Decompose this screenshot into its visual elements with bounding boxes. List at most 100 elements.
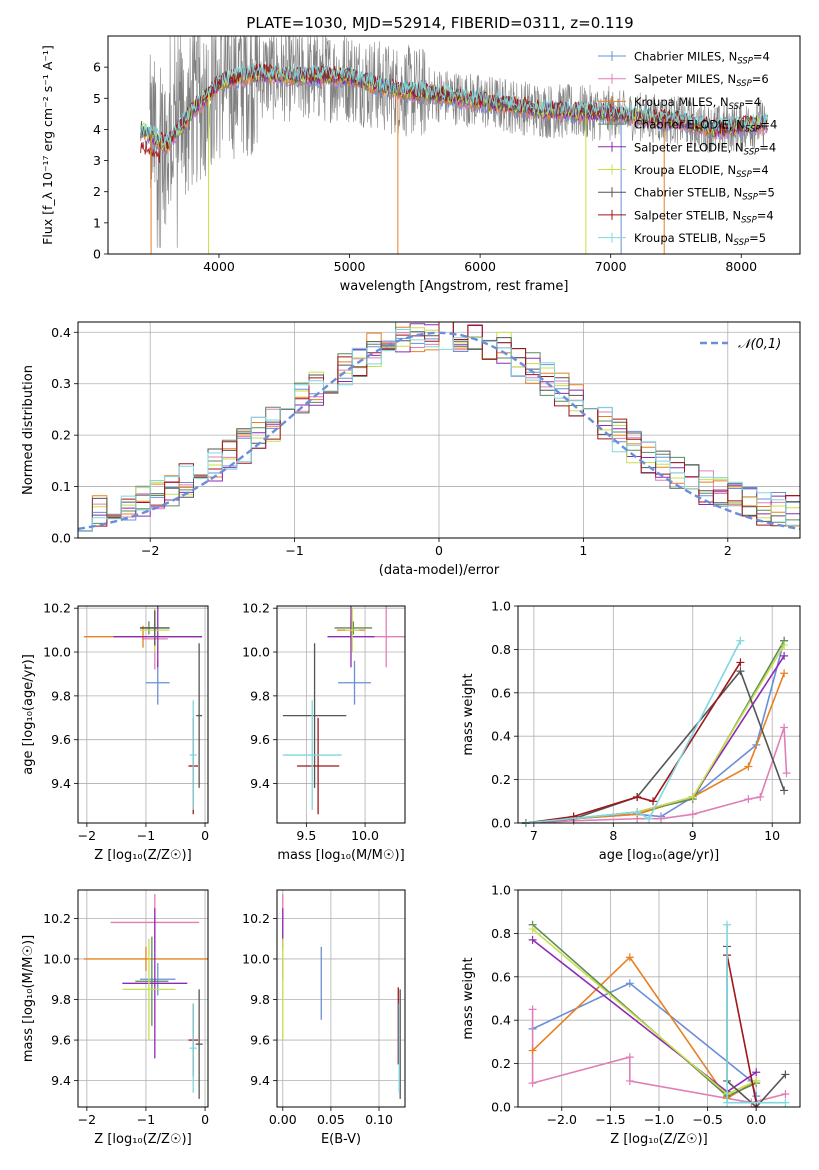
- x-axis-label: wavelength [Angstrom, rest frame]: [340, 279, 569, 294]
- axes-frame: [77, 889, 209, 1108]
- y-tick-label: 2: [93, 184, 101, 199]
- legend-label-value: =5: [749, 231, 766, 245]
- weight-line-salpeter-miles: [531, 1009, 786, 1104]
- weight-point-kroupa-elodie: [780, 641, 789, 650]
- axes-frame: [276, 889, 406, 1108]
- weight-point-salpeter-stelib: [569, 812, 578, 821]
- y-tick-label: 9.4: [51, 1073, 71, 1088]
- weight-point-salpeter-miles: [528, 1005, 537, 1014]
- x-tick-label: 9.5: [296, 828, 316, 843]
- weight-point-salpeter-miles: [744, 795, 753, 804]
- legend-entry-chabrier-elodie: Chabrier ELODIE, NSSP=4: [634, 118, 777, 135]
- legend-label-sub: SSP: [745, 125, 761, 135]
- axes-frame: [276, 605, 406, 824]
- legend-label-base: Salpeter ELODIE, N: [634, 140, 744, 154]
- y-tick-label: 10.2: [242, 601, 270, 616]
- y-tick-label: 4: [93, 122, 101, 137]
- y-tick-label: 0.8: [491, 926, 511, 941]
- y-tick-label: 0.6: [491, 685, 511, 700]
- legend-label-base: Salpeter STELIB, N: [634, 208, 741, 222]
- weight-point-salpeter-elodie: [752, 1068, 761, 1077]
- x-tick-label: −1.5: [595, 1112, 625, 1127]
- legend-entry-kroupa-stelib: Kroupa STELIB, NSSP=5: [634, 231, 766, 248]
- x-tick-label: 0: [435, 543, 443, 558]
- y-tick-label: 1.0: [491, 883, 511, 898]
- weight-point-kroupa-stelib: [645, 814, 654, 823]
- y-axis-label: Flux [f_λ 10⁻¹⁷ erg cm⁻² s⁻¹ A⁻¹]: [40, 45, 55, 245]
- y-tick-label: 9.4: [250, 1073, 270, 1088]
- y-tick-label: 9.8: [250, 688, 270, 703]
- x-tick-label: 8000: [725, 259, 757, 274]
- legend-label-sub: SSP: [736, 170, 752, 180]
- y-axis-label: mass [log₁₀(M/M☉)]: [21, 935, 36, 1062]
- axes-frame: [77, 605, 209, 824]
- y-axis-label: Normed distribution: [21, 365, 36, 495]
- gaussian-curve: [78, 331, 800, 531]
- legend-label-base: Chabrier ELODIE, N: [634, 118, 745, 132]
- legend-label-base: Kroupa STELIB, N: [634, 231, 734, 245]
- x-tick-label: 1: [579, 543, 587, 558]
- x-tick-label: −1: [137, 1112, 155, 1127]
- x-tick-label: −1: [137, 828, 155, 843]
- y-tick-label: 0.0: [51, 531, 71, 546]
- y-axis-label: mass weight: [461, 673, 476, 755]
- weight-point-salpeter-miles: [756, 792, 765, 801]
- y-tick-label: 0.2: [51, 428, 71, 443]
- y-tick-label: 9.6: [51, 732, 71, 747]
- weight-point-salpeter-stelib: [633, 792, 642, 801]
- axes-frame: [77, 321, 801, 539]
- legend-label-value: =5: [758, 186, 775, 200]
- y-tick-label: 0.2: [491, 772, 511, 787]
- x-tick-label: −1.0: [644, 1112, 674, 1127]
- y-tick-label: 0.3: [51, 376, 71, 391]
- y-tick-label: 9.8: [51, 688, 71, 703]
- y-tick-label: 0.0: [491, 816, 511, 831]
- y-tick-label: 9.8: [51, 992, 71, 1007]
- y-tick-label: 5: [93, 91, 101, 106]
- x-tick-label: 0.00: [269, 1112, 297, 1127]
- y-tick-label: 10.0: [242, 645, 270, 660]
- y-tick-label: 1: [93, 215, 101, 230]
- x-tick-label: 4000: [203, 259, 235, 274]
- x-axis-label: Z [log₁₀(Z/Z☉)]: [610, 1132, 707, 1147]
- legend-entry-chabrier-miles: Chabrier MILES, NSSP=4: [634, 50, 770, 67]
- legend-label-value: =4: [744, 95, 761, 109]
- legend-entry-salpeter-stelib: Salpeter STELIB, NSSP=4: [634, 208, 774, 225]
- weight-point-salpeter-miles: [782, 769, 791, 778]
- x-tick-label: 0.10: [365, 1112, 393, 1127]
- weight-point-chabrier-miles: [625, 979, 634, 988]
- weight-point-salpeter-miles: [625, 1053, 634, 1062]
- model-spectrum-salpeter-stelib: [140, 63, 768, 164]
- y-tick-label: 10.2: [43, 601, 71, 616]
- weight-point-salpeter-miles: [781, 1089, 790, 1098]
- y-tick-label: 0.4: [51, 325, 71, 340]
- y-tick-label: 0.4: [491, 1013, 511, 1028]
- x-tick-label: 6000: [464, 259, 496, 274]
- y-tick-label: 9.4: [51, 776, 71, 791]
- weight-point-salpeter-miles: [780, 723, 789, 732]
- weight-point-kroupa-elodie: [528, 925, 537, 934]
- legend-label-value: =4: [757, 208, 774, 222]
- x-tick-label: 0: [201, 1112, 209, 1127]
- legend-label-gaussian: 𝒩(0,1): [738, 337, 781, 352]
- weight-point-chabrier-stelib: [780, 786, 789, 795]
- weight-point-salpeter-stelib: [736, 658, 745, 667]
- x-axis-label: Z [log₁₀(Z/Z☉)]: [94, 1132, 191, 1147]
- x-tick-label: −1: [285, 543, 303, 558]
- weight-point-kroupa-stelib: [736, 636, 745, 645]
- x-tick-label: −2: [78, 1112, 96, 1127]
- z-weight-panel: −2.0 −1.5 −1.0 −0.5 0.0 0.0 0.2 0.4 0.6 0.8 1.0 Z […: [461, 883, 801, 1147]
- weight-point-kroupa-miles: [625, 953, 634, 962]
- y-tick-label: 0.1: [51, 479, 71, 494]
- weight-line-salpeter-stelib: [726, 954, 757, 1103]
- x-axis-label: Z [log₁₀(Z/Z☉)]: [94, 848, 191, 863]
- axes-frame: [107, 35, 801, 255]
- x-tick-label: 5000: [334, 259, 366, 274]
- x-axis-label: (data-model)/error: [379, 563, 500, 578]
- figure-title: PLATE=1030, MJD=52914, FIBERID=0311, z=0…: [246, 14, 633, 32]
- legend-label-sub: SSP: [744, 147, 760, 157]
- legend-label-base: Kroupa MILES, N: [634, 95, 729, 109]
- y-tick-label: 0.8: [491, 642, 511, 657]
- axes-frame: [517, 605, 801, 824]
